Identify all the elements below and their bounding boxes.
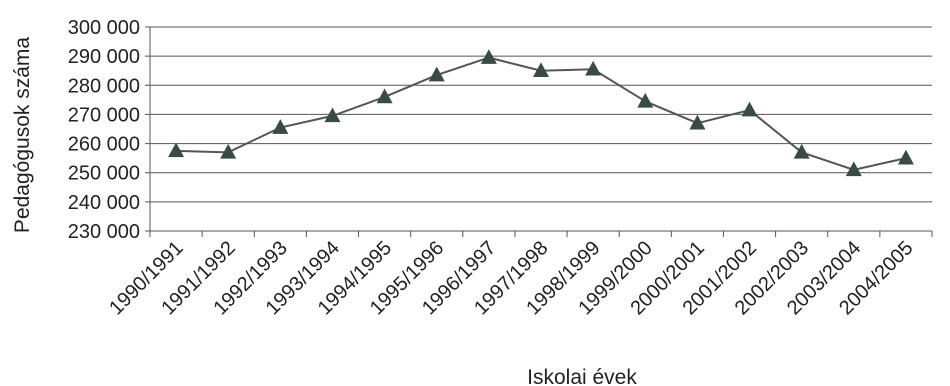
- data-point-marker: [272, 119, 289, 134]
- data-point-marker: [220, 143, 237, 159]
- y-tick-label: 280 000: [68, 75, 140, 97]
- data-point-marker: [428, 66, 445, 82]
- y-tick-label: 240 000: [68, 192, 140, 214]
- y-tick-label: 250 000: [68, 163, 140, 185]
- y-tick-label: 290 000: [68, 46, 140, 68]
- x-tick-labels: 1990/19911991/19921992/19931993/19941994…: [105, 237, 917, 319]
- data-point-marker: [376, 88, 393, 104]
- data-point-marker: [480, 49, 497, 64]
- y-tick-label: 230 000: [68, 221, 140, 243]
- data-point-marker: [168, 142, 185, 158]
- data-point-marker: [533, 62, 549, 78]
- data-point-marker: [324, 107, 341, 123]
- y-tick-label: 300 000: [68, 17, 140, 39]
- data-point-marker: [897, 149, 914, 165]
- data-point-marker: [845, 161, 862, 177]
- data-point-marker: [793, 143, 810, 159]
- series-layer: [168, 49, 914, 177]
- x-axis-title: Iskolai évek: [527, 366, 637, 386]
- axes: [149, 27, 933, 237]
- data-point-marker: [585, 60, 602, 76]
- grid-lines: [145, 26, 932, 232]
- data-point-marker: [741, 101, 758, 117]
- data-point-marker: [689, 114, 706, 130]
- y-axis-title: Pedagógusok száma: [11, 37, 34, 233]
- y-tick-labels: 230 000 240 000 250 000 260 000 270 000 280 0…: [68, 17, 140, 243]
- y-tick-label: 270 000: [68, 104, 140, 126]
- y-tick-label: 260 000: [68, 134, 140, 156]
- data-point-marker: [637, 92, 654, 108]
